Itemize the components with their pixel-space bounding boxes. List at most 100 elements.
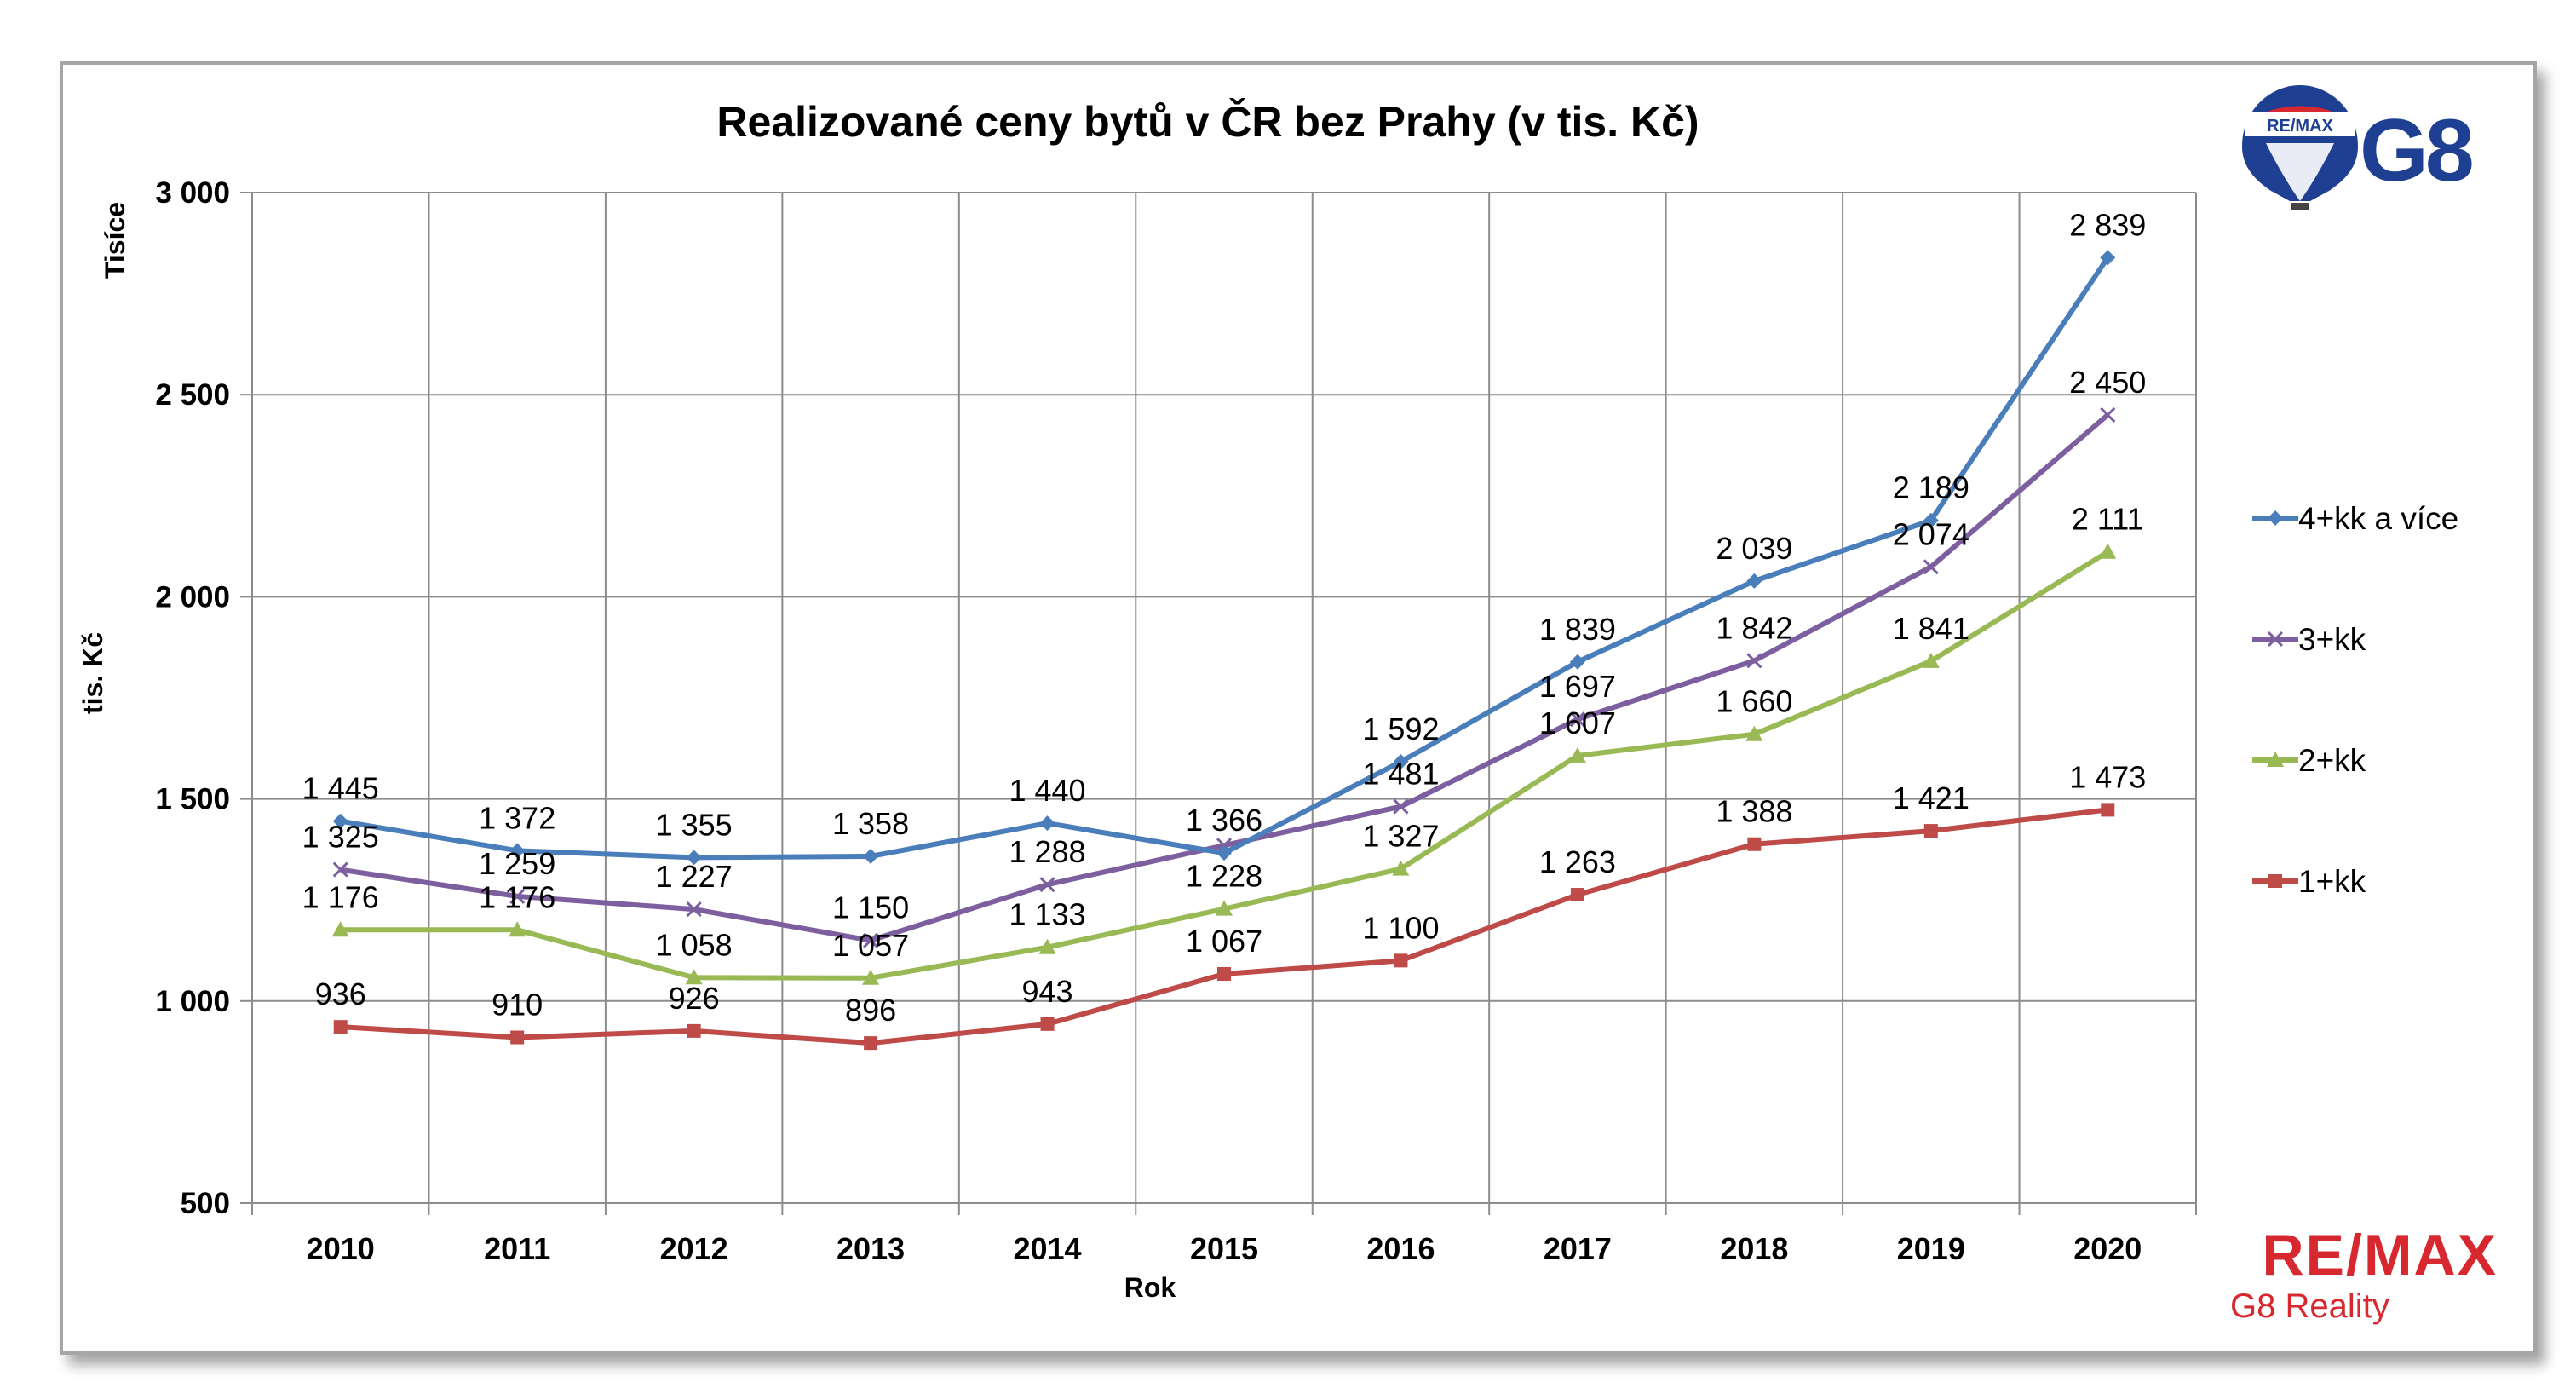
data-label: 936 bbox=[315, 976, 366, 1011]
data-point bbox=[1747, 837, 1762, 851]
data-label: 1 421 bbox=[1893, 781, 1969, 815]
axes: 500 1 000 1 500 2 000 2 500 3 000 2010 2011 2012… bbox=[155, 176, 2197, 1266]
data-point bbox=[1746, 573, 1762, 589]
data-point bbox=[1568, 746, 1586, 763]
data-label: 1 327 bbox=[1362, 819, 1439, 854]
y-tick-label: 1 000 bbox=[155, 985, 230, 1018]
data-label: 2 074 bbox=[1893, 516, 1969, 551]
x-tick-label: 2011 bbox=[484, 1231, 550, 1266]
data-label: 1 263 bbox=[1539, 844, 1616, 879]
brand-logo-top: RE/MAX G8 bbox=[2242, 85, 2475, 210]
data-point bbox=[1393, 753, 1409, 769]
legend-marker bbox=[2267, 631, 2284, 648]
data-point bbox=[687, 1023, 701, 1038]
data-label: 1 358 bbox=[832, 806, 909, 841]
data-label: 910 bbox=[492, 987, 543, 1022]
remax-logo-text: RE/MAX bbox=[2263, 1223, 2498, 1287]
data-label: 1 445 bbox=[302, 771, 379, 806]
data-label: 1 481 bbox=[1362, 757, 1439, 792]
data-point bbox=[332, 813, 348, 829]
x-tick-label: 2015 bbox=[1190, 1231, 1258, 1266]
data-point bbox=[862, 969, 880, 985]
y-tick-label: 3 000 bbox=[155, 176, 230, 210]
data-point bbox=[1039, 815, 1055, 832]
data-point bbox=[864, 1036, 878, 1051]
data-point bbox=[1039, 877, 1055, 893]
data-label: 926 bbox=[669, 981, 720, 1016]
data-label: 1 355 bbox=[656, 807, 733, 842]
x-tick-label: 2010 bbox=[307, 1231, 375, 1266]
data-label: 1 592 bbox=[1362, 711, 1439, 746]
data-point bbox=[1038, 938, 1056, 954]
legend-label: 4+kk a více bbox=[2298, 501, 2458, 536]
data-point bbox=[1923, 559, 1939, 575]
data-label: 2 839 bbox=[2069, 207, 2146, 242]
x-tick-label: 2017 bbox=[1544, 1231, 1612, 1266]
data-label: 1 100 bbox=[1362, 910, 1439, 945]
data-point bbox=[1216, 845, 1232, 861]
series-3 bbox=[333, 803, 2115, 1051]
data-point bbox=[332, 861, 348, 878]
data-label: 1 176 bbox=[479, 879, 555, 914]
y-axis-label: tis. Kč bbox=[78, 632, 108, 714]
data-point bbox=[1217, 967, 1231, 982]
data-label: 2 039 bbox=[1716, 531, 1792, 566]
x-axis-label: Rok bbox=[1124, 1272, 1176, 1303]
legend-marker bbox=[2267, 752, 2284, 767]
data-point bbox=[1746, 653, 1762, 669]
data-point bbox=[1922, 652, 1940, 668]
data-label: 1 697 bbox=[1539, 669, 1616, 704]
data-point bbox=[2101, 803, 2115, 817]
data-label: 1 660 bbox=[1716, 684, 1792, 719]
data-label: 1 372 bbox=[479, 800, 555, 835]
data-point bbox=[2100, 406, 2116, 423]
data-label: 1 841 bbox=[1893, 611, 1969, 646]
data-label: 896 bbox=[845, 993, 896, 1028]
data-label: 1 227 bbox=[656, 859, 733, 894]
data-label: 1 259 bbox=[479, 846, 555, 881]
data-labels: 1 445 1 372 1 355 1 358 1 440 1 366 1 592 1 839… bbox=[302, 207, 2147, 1028]
data-label: 943 bbox=[1022, 974, 1073, 1009]
data-label: 1 176 bbox=[302, 879, 379, 914]
data-point bbox=[333, 1020, 348, 1034]
brand-logo-bottom: RE/MAX G8 Reality bbox=[2230, 1223, 2498, 1325]
data-point bbox=[685, 969, 703, 985]
y-unit-label: Tisíce bbox=[100, 202, 130, 279]
data-point bbox=[331, 921, 349, 937]
data-label: 1 058 bbox=[656, 927, 733, 962]
data-point bbox=[509, 843, 526, 859]
data-point bbox=[1923, 824, 1938, 838]
data-point bbox=[2099, 543, 2117, 559]
data-label: 1 057 bbox=[832, 928, 909, 963]
series bbox=[331, 250, 2117, 1051]
data-label: 1 473 bbox=[2069, 759, 2146, 794]
y-tick-label: 500 bbox=[181, 1187, 230, 1220]
data-point bbox=[2100, 250, 2116, 266]
g8-logo-text: G8 bbox=[2360, 101, 2472, 200]
y-tick-label: 2 500 bbox=[155, 378, 230, 412]
legend-item: 2+kk bbox=[2252, 743, 2366, 778]
legend-item: 1+kk bbox=[2252, 864, 2366, 899]
legend: 4+kk a více 3+kk 2+kk 1+kk bbox=[2252, 501, 2458, 899]
legend-label: 2+kk bbox=[2298, 743, 2366, 778]
data-label: 2 450 bbox=[2069, 365, 2146, 400]
x-tick-label: 2014 bbox=[1013, 1231, 1081, 1266]
data-label: 1 325 bbox=[302, 820, 379, 855]
data-label: 2 189 bbox=[1893, 470, 1969, 505]
g8-reality-text: G8 Reality bbox=[2230, 1287, 2389, 1325]
series-2 bbox=[331, 543, 2117, 985]
y-tick-label: 1 500 bbox=[155, 783, 230, 816]
data-point bbox=[1392, 860, 1410, 876]
data-label: 1 150 bbox=[832, 890, 909, 925]
x-tick-label: 2013 bbox=[837, 1231, 905, 1266]
data-point bbox=[510, 1030, 525, 1045]
data-point bbox=[1569, 654, 1585, 670]
data-point bbox=[863, 848, 879, 864]
data-point bbox=[509, 921, 526, 937]
data-label: 2 111 bbox=[2072, 502, 2144, 537]
balloon-text: RE/MAX bbox=[2267, 117, 2333, 135]
data-point bbox=[1040, 1017, 1055, 1031]
y-tick-label: 2 000 bbox=[155, 580, 230, 613]
legend-item: 4+kk a více bbox=[2252, 501, 2458, 536]
